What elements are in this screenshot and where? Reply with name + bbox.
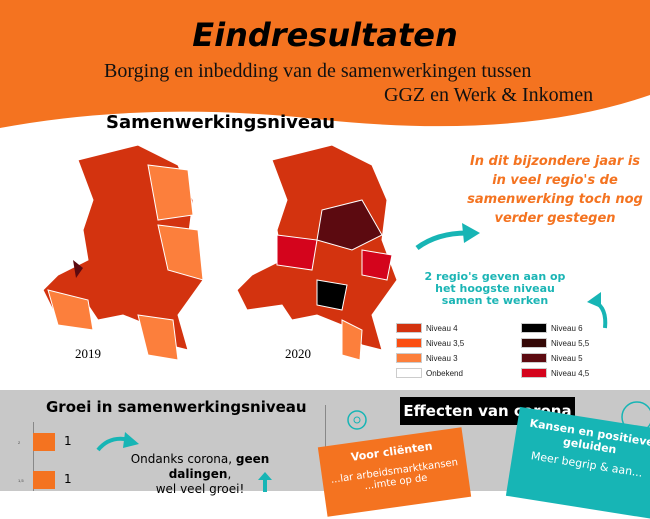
tick-label: 1,5 [18, 478, 24, 483]
legend-item: Onbekend [396, 368, 521, 378]
legend-item: Niveau 6 [521, 323, 646, 333]
virus-icon [347, 410, 367, 430]
legend-item: Niveau 4 [396, 323, 521, 333]
subtitle-line2: GGZ en Werk & Inkomen [384, 84, 594, 106]
legend-item: Niveau 3 [396, 353, 521, 363]
groei-title: Groei in samenwerkingsniveau [46, 398, 307, 416]
year-2019: 2019 [75, 346, 101, 361]
legend-item: Niveau 5 [521, 353, 646, 363]
map-2020 [236, 144, 398, 361]
bar [33, 433, 55, 451]
teal-curved-arrow-icon [587, 292, 608, 329]
subtitle-line1: Borging en inbedding van de samenwerking… [104, 60, 532, 82]
legend-item: Niveau 5,5 [521, 338, 646, 348]
year-2020: 2020 [285, 346, 311, 361]
legend-item: Niveau 3,5 [396, 338, 521, 348]
bar-value: 1 [64, 434, 72, 448]
teal-arrow-icon [96, 432, 139, 452]
chart-axis [33, 422, 34, 491]
orange-note: In dit bijzondere jaar is in veel regio'… [467, 154, 643, 226]
map-legend: Niveau 4 Niveau 6 Niveau 3,5 Niveau 5,5 … [396, 323, 646, 378]
teal-arrow-up-icon [258, 472, 272, 492]
teal-arrow-icon [415, 223, 480, 251]
teal-note: 2 regio's geven aan op het hoogste nivea… [424, 270, 566, 307]
card-kansen: Kansen en positieve geluiden Meer begrip … [505, 406, 650, 519]
page-title: Eindresultaten [192, 16, 458, 54]
legend-item: Niveau 4,5 [521, 368, 646, 378]
bar [33, 471, 55, 489]
bar-value: 1 [64, 472, 72, 486]
maps-heading: Samenwerkingsniveau [106, 112, 336, 133]
map-2019 [42, 144, 204, 361]
header-banner [0, 0, 650, 128]
tick-label: 2 [18, 440, 21, 445]
